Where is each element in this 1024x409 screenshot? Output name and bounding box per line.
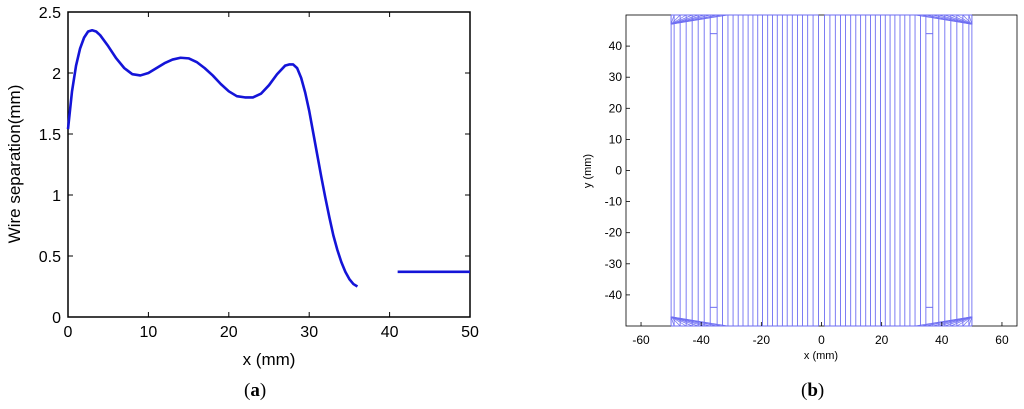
- chart-b-plot-area: [625, 14, 1018, 327]
- chart-b-x-tick-label: 20: [875, 333, 889, 347]
- chart-a-y-ticks: 0 0.5 1 1.5 2 2.5: [39, 5, 470, 327]
- chart-a-x-ticks: 0 10 20 30 40 50: [64, 12, 479, 341]
- panel-label-b-open: (: [801, 380, 808, 401]
- chart-a-y-tick-label: 2: [52, 66, 61, 83]
- chart-b-wire-connector-top: [944, 14, 973, 25]
- chart-a-y-tick-label: 0: [52, 310, 61, 327]
- chart-b-x-ticks: -60 -40 -20 0 20 40 60: [632, 322, 1009, 347]
- chart-a-y-tick-label: 0.5: [39, 249, 61, 266]
- chart-a-x-tick-label: 40: [381, 324, 399, 341]
- chart-b-marks: [670, 14, 973, 327]
- chart-b-y-tick-label: -20: [605, 226, 623, 240]
- chart-b-y-tick-label: -40: [605, 288, 623, 302]
- chart-a-x-tick-label: 0: [64, 324, 73, 341]
- chart-b-xlabel: x (mm): [804, 350, 838, 362]
- chart-b-wire-connector-bottom: [670, 316, 681, 327]
- chart-b-x-tick-label: 0: [818, 333, 825, 347]
- panel-label-b: (b): [801, 380, 824, 402]
- chart-a-x-tick-label: 50: [461, 324, 479, 341]
- chart-a-marks: [66, 29, 470, 288]
- chart-a-series-line-1: [66, 29, 359, 288]
- panel-label-a-close: ): [259, 380, 267, 401]
- chart-a-y-tick-label: 1.5: [39, 127, 61, 144]
- chart-b-x-tick-label: -40: [693, 333, 711, 347]
- chart-b-wire-connector-bottom: [944, 316, 973, 327]
- chart-b-x-tick-label: 40: [935, 333, 949, 347]
- chart-b-wire-connector-top: [670, 14, 681, 25]
- chart-b-wire-connector-top: [956, 14, 973, 25]
- chart-b-wire-connector-bottom: [670, 316, 687, 327]
- chart-b: -60 -40 -20 0 20 40 60 -40 -30 -20 -10 0 10 20 30 40 x…: [582, 14, 1018, 362]
- chart-b-x-tick-label: -60: [632, 333, 650, 347]
- chart-b-y-ticks: -40 -30 -20 -10 0 10 20 30 40: [605, 39, 630, 302]
- panel-label-b-close: ): [817, 380, 825, 401]
- chart-b-wire-connector-bottom: [670, 316, 699, 327]
- chart-b-wire-connector-top: [962, 14, 973, 25]
- chart-a-xlabel: x (mm): [243, 350, 296, 369]
- chart-a-x-tick-label: 10: [140, 324, 158, 341]
- panel-label-b-letter: b: [807, 380, 818, 401]
- chart-b-y-tick-label: -10: [605, 195, 623, 209]
- chart-b-x-tick-label: -20: [753, 333, 771, 347]
- chart-b-y-tick-label: 0: [615, 164, 622, 178]
- chart-b-y-tick-label: 10: [609, 132, 623, 146]
- chart-b-wire-connector-bottom: [962, 316, 973, 327]
- chart-a-x-tick-label: 30: [300, 324, 318, 341]
- chart-a-y-tick-label: 2.5: [39, 5, 61, 22]
- chart-b-wire-connector-top: [670, 14, 687, 25]
- chart-b-y-tick-label: 40: [609, 39, 623, 53]
- chart-b-ylabel: y (mm): [582, 154, 594, 188]
- chart-b-wire-connector-bottom: [956, 316, 973, 327]
- panel-label-a-open: (: [244, 380, 251, 401]
- chart-a-plot-area: [67, 11, 471, 318]
- chart-b-y-tick-label: -30: [605, 257, 623, 271]
- chart-b-y-tick-label: 30: [609, 70, 623, 84]
- chart-a: 0 10 20 30 40 50 0 0.5 1 1.5 2 2.5 x (mm) Wire sep…: [5, 5, 479, 369]
- chart-a-y-tick-label: 1: [52, 188, 61, 205]
- chart-b-y-tick-label: 20: [609, 101, 623, 115]
- chart-a-ylabel: Wire separation(mm): [5, 85, 24, 244]
- chart-b-x-tick-label: 60: [995, 333, 1009, 347]
- panel-label-a-letter: a: [250, 380, 260, 401]
- chart-a-x-tick-label: 20: [220, 324, 238, 341]
- panel-label-a: (a): [244, 380, 266, 402]
- chart-b-wire-connector-top: [670, 14, 699, 25]
